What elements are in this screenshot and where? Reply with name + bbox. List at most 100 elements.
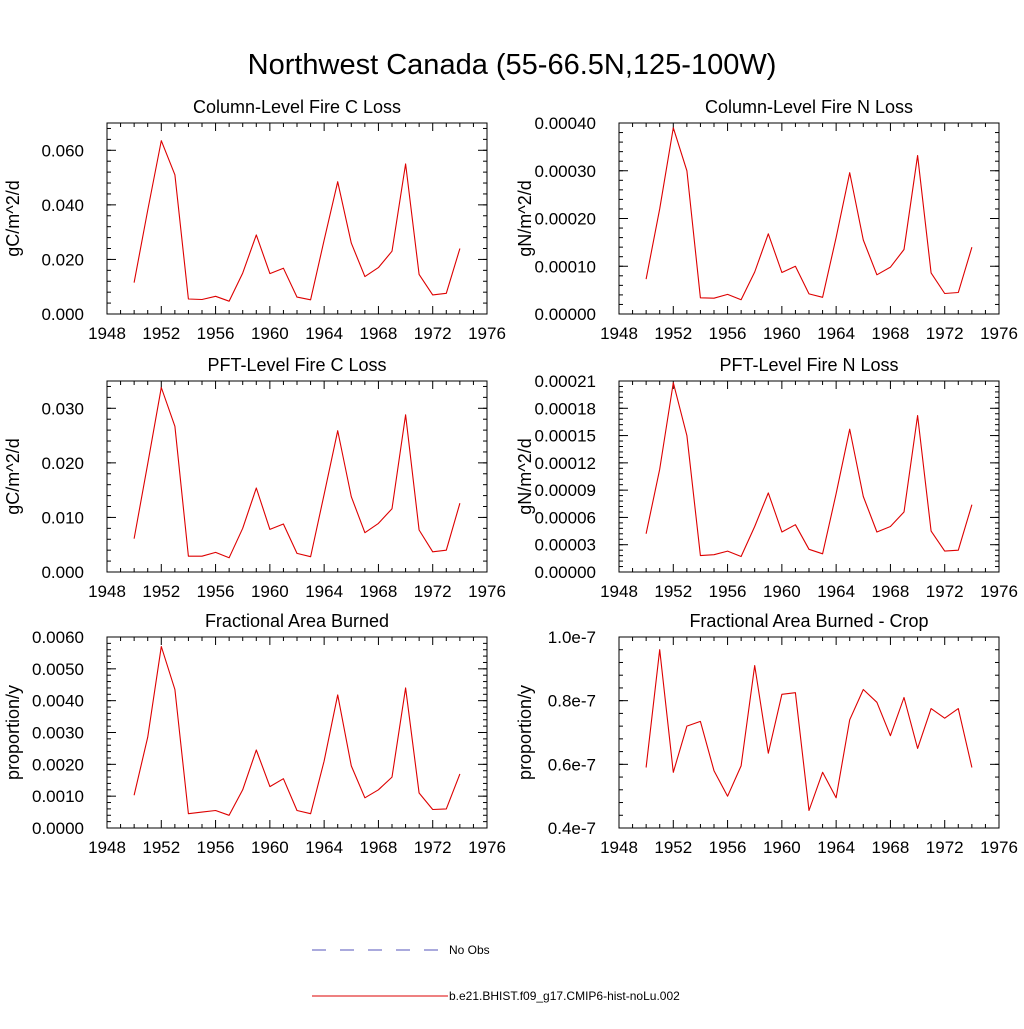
x-tick-label: 1964 <box>305 324 343 343</box>
y-tick-label: 0.000 <box>41 305 84 324</box>
x-tick-label: 1976 <box>468 324 506 343</box>
chart-title: Fractional Area Burned <box>205 611 389 631</box>
x-tick-label: 1952 <box>142 582 180 601</box>
plot-frame <box>106 380 488 573</box>
y-tick-label: 0.00000 <box>535 305 596 324</box>
y-tick-label: 0.0020 <box>32 755 84 774</box>
y-axis-label: gN/m^2/d <box>515 180 535 256</box>
figure-title: Northwest Canada (55-66.5N,125-100W) <box>248 49 777 81</box>
x-tick-label: 1964 <box>817 324 855 343</box>
plot-frame <box>106 122 488 315</box>
x-tick-label: 1960 <box>251 582 289 601</box>
series-line <box>133 386 461 559</box>
y-tick-label: 0.00040 <box>535 114 596 133</box>
series-line <box>133 645 461 816</box>
y-tick-label: 0.00015 <box>535 427 596 446</box>
y-tick-label: 0.4e-7 <box>548 819 596 838</box>
y-axis-label: proportion/y <box>515 685 535 780</box>
y-tick-label: 0.0030 <box>32 724 84 743</box>
x-tick-label: 1948 <box>600 324 638 343</box>
y-tick-label: 0.020 <box>41 250 84 269</box>
y-tick-label: 0.6e-7 <box>548 755 596 774</box>
x-tick-label: 1960 <box>251 838 289 857</box>
x-tick-label: 1948 <box>88 324 126 343</box>
y-tick-label: 0.00020 <box>535 210 596 229</box>
y-tick-label: 0.060 <box>41 141 84 160</box>
x-tick-label: 1968 <box>360 838 398 857</box>
series-line <box>133 140 461 302</box>
legend-label-no-obs: No Obs <box>449 943 490 957</box>
y-axis-label: gN/m^2/d <box>515 438 535 514</box>
x-tick-label: 1952 <box>654 838 692 857</box>
chart-panel-4: PFT-Level Fire N Loss gN/m^2/d 1948 1952 195… <box>515 355 1018 601</box>
chart-panel-5: Fractional Area Burned proportion/y 1948 19… <box>3 611 506 857</box>
y-tick-label: 0.00021 <box>535 372 596 391</box>
y-tick-label: 0.000 <box>41 563 84 582</box>
y-axis-label: proportion/y <box>3 685 23 780</box>
y-tick-label: 0.040 <box>41 196 84 215</box>
x-tick-label: 1960 <box>251 324 289 343</box>
plot-frame <box>106 636 488 829</box>
chart-panel-3: PFT-Level Fire C Loss gC/m^2/d 1948 1952 195… <box>3 355 506 601</box>
y-tick-label: 0.00009 <box>535 481 596 500</box>
x-tick-label: 1972 <box>926 324 964 343</box>
x-tick-label: 1964 <box>817 838 855 857</box>
chart-title: Column-Level Fire C Loss <box>193 97 401 117</box>
x-tick-label: 1948 <box>88 582 126 601</box>
y-tick-label: 0.00012 <box>535 454 596 473</box>
x-tick-label: 1956 <box>197 838 235 857</box>
y-tick-label: 0.0000 <box>32 819 84 838</box>
x-tick-label: 1964 <box>817 582 855 601</box>
chart-title: Column-Level Fire N Loss <box>705 97 913 117</box>
x-tick-label: 1976 <box>980 582 1018 601</box>
x-tick-label: 1968 <box>360 582 398 601</box>
x-tick-label: 1968 <box>360 324 398 343</box>
y-axis-label: gC/m^2/d <box>3 180 23 256</box>
y-tick-label: 0.0060 <box>32 628 84 647</box>
x-tick-label: 1956 <box>197 324 235 343</box>
y-tick-label: 0.0050 <box>32 660 84 679</box>
x-tick-label: 1948 <box>600 582 638 601</box>
y-tick-label: 0.0040 <box>32 692 84 711</box>
x-tick-label: 1968 <box>872 582 910 601</box>
x-tick-label: 1956 <box>709 838 747 857</box>
y-tick-label: 0.00018 <box>535 399 596 418</box>
y-tick-label: 0.030 <box>41 399 84 418</box>
x-tick-label: 1972 <box>414 582 452 601</box>
y-axis-label: gC/m^2/d <box>3 438 23 514</box>
series-line <box>645 649 973 812</box>
x-tick-label: 1972 <box>926 582 964 601</box>
x-tick-label: 1968 <box>872 838 910 857</box>
y-tick-label: 0.020 <box>41 454 84 473</box>
x-tick-label: 1964 <box>305 838 343 857</box>
y-tick-label: 0.0010 <box>32 787 84 806</box>
x-tick-label: 1976 <box>980 324 1018 343</box>
chart-panel-2: Column-Level Fire N Loss gN/m^2/d 1948 1952… <box>515 97 1018 343</box>
legend: No Obs b.e21.BHIST.f09_g17.CMIP6-hist-no… <box>312 943 680 1003</box>
x-tick-label: 1956 <box>709 324 747 343</box>
x-tick-label: 1976 <box>468 838 506 857</box>
chart-panel-1: Column-Level Fire C Loss gC/m^2/d 1948 1952… <box>3 97 506 343</box>
y-tick-label: 0.00006 <box>535 508 596 527</box>
plot-frame <box>618 380 1000 573</box>
x-tick-label: 1960 <box>763 582 801 601</box>
x-tick-label: 1964 <box>305 582 343 601</box>
y-tick-label: 0.010 <box>41 508 84 527</box>
y-tick-label: 0.00003 <box>535 536 596 555</box>
y-tick-label: 0.8e-7 <box>548 692 596 711</box>
x-tick-label: 1960 <box>763 324 801 343</box>
x-tick-label: 1956 <box>709 582 747 601</box>
x-tick-label: 1960 <box>763 838 801 857</box>
x-tick-label: 1972 <box>414 838 452 857</box>
plot-frame <box>618 122 1000 315</box>
chart-title: PFT-Level Fire C Loss <box>207 355 386 375</box>
x-tick-label: 1976 <box>468 582 506 601</box>
chart-panel-6: Fractional Area Burned - Crop proportion/… <box>515 611 1018 857</box>
x-tick-label: 1956 <box>197 582 235 601</box>
x-tick-label: 1952 <box>654 324 692 343</box>
x-tick-label: 1972 <box>926 838 964 857</box>
x-tick-label: 1972 <box>414 324 452 343</box>
y-tick-label: 1.0e-7 <box>548 628 596 647</box>
chart-title: Fractional Area Burned - Crop <box>689 611 928 631</box>
x-tick-label: 1952 <box>142 838 180 857</box>
